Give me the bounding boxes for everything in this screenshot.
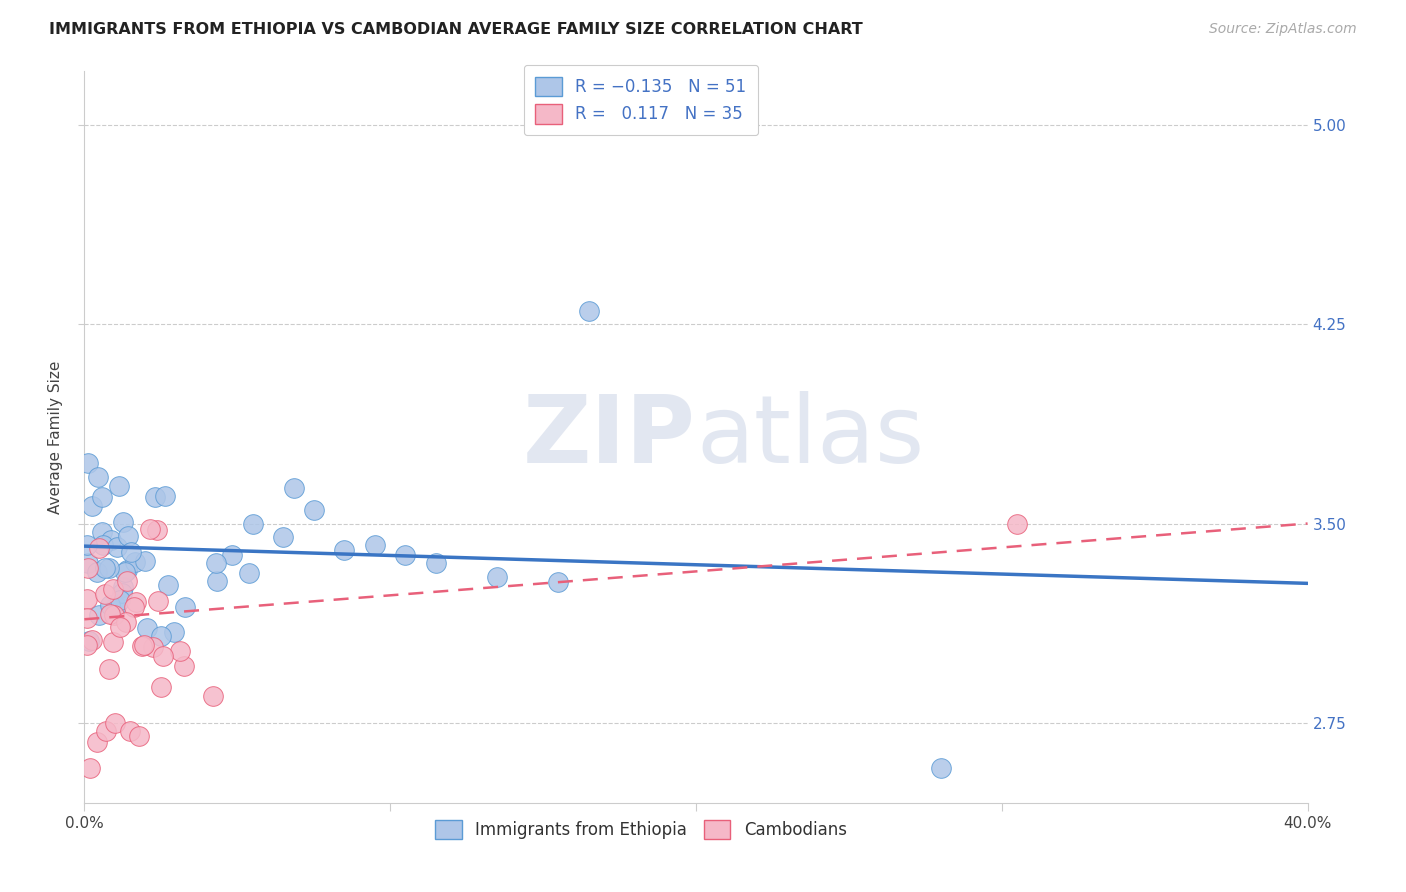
Point <box>124 555 146 569</box>
Point <box>205 574 228 588</box>
Point <box>86 565 108 579</box>
Point <box>77 556 100 570</box>
Point <box>114 565 136 579</box>
Text: ZIP: ZIP <box>523 391 696 483</box>
Point <box>91 538 114 552</box>
Point <box>163 625 186 640</box>
Point <box>76 610 98 624</box>
Point <box>173 599 195 614</box>
Point <box>117 529 139 543</box>
Point <box>107 540 129 554</box>
Point <box>76 638 98 652</box>
Point <box>146 523 169 537</box>
Point <box>111 581 134 595</box>
Point <box>547 575 569 590</box>
Point <box>143 490 166 504</box>
Point <box>125 595 148 609</box>
Point <box>142 640 165 654</box>
Point <box>173 659 195 673</box>
Point <box>132 638 155 652</box>
Legend: Immigrants from Ethiopia, Cambodians: Immigrants from Ethiopia, Cambodians <box>429 814 853 846</box>
Point <box>364 538 387 552</box>
Point <box>148 593 170 607</box>
Point <box>89 541 111 555</box>
Point <box>100 533 122 548</box>
Point <box>302 503 325 517</box>
Point <box>80 632 103 647</box>
Point <box>108 620 131 634</box>
Point <box>120 723 142 738</box>
Point <box>105 599 128 613</box>
Point <box>101 582 124 597</box>
Point <box>238 566 260 580</box>
Y-axis label: Average Family Size: Average Family Size <box>48 360 63 514</box>
Point <box>283 481 305 495</box>
Point <box>77 633 100 648</box>
Point <box>79 761 101 775</box>
Point <box>929 761 952 775</box>
Point <box>82 500 104 514</box>
Point <box>77 456 100 470</box>
Point <box>134 554 156 568</box>
Point <box>1005 516 1028 531</box>
Point <box>425 557 447 571</box>
Point <box>101 634 124 648</box>
Point <box>111 515 134 529</box>
Point <box>486 570 509 584</box>
Point <box>131 640 153 654</box>
Point <box>169 644 191 658</box>
Point <box>139 522 162 536</box>
Point <box>221 548 243 562</box>
Text: atlas: atlas <box>696 391 924 483</box>
Point <box>98 561 121 575</box>
Point <box>90 525 112 540</box>
Point <box>201 689 224 703</box>
Point <box>153 489 176 503</box>
Point <box>98 599 121 613</box>
Point <box>98 607 121 621</box>
Point <box>122 599 145 614</box>
Point <box>150 680 173 694</box>
Point <box>103 607 125 622</box>
Point <box>94 560 117 574</box>
Point <box>87 607 110 622</box>
Point <box>91 490 114 504</box>
Point <box>136 620 159 634</box>
Point <box>115 563 138 577</box>
Point <box>108 592 131 607</box>
Point <box>94 723 117 738</box>
Point <box>115 615 138 629</box>
Point <box>86 470 108 484</box>
Text: Source: ZipAtlas.com: Source: ZipAtlas.com <box>1209 22 1357 37</box>
Point <box>205 556 228 570</box>
Point <box>578 303 600 318</box>
Point <box>98 661 121 675</box>
Point <box>394 549 416 563</box>
Point <box>104 716 127 731</box>
Point <box>117 574 139 589</box>
Point <box>110 586 132 600</box>
Text: IMMIGRANTS FROM ETHIOPIA VS CAMBODIAN AVERAGE FAMILY SIZE CORRELATION CHART: IMMIGRANTS FROM ETHIOPIA VS CAMBODIAN AV… <box>49 22 863 37</box>
Point <box>271 530 294 544</box>
Point <box>242 516 264 531</box>
Point <box>156 578 179 592</box>
Point <box>152 648 174 663</box>
Point <box>333 543 356 558</box>
Point <box>76 538 98 552</box>
Point <box>149 629 172 643</box>
Point <box>120 545 142 559</box>
Point <box>108 479 131 493</box>
Point <box>93 586 115 600</box>
Point <box>86 734 108 748</box>
Point <box>76 561 98 575</box>
Point <box>76 591 98 606</box>
Point <box>128 729 150 743</box>
